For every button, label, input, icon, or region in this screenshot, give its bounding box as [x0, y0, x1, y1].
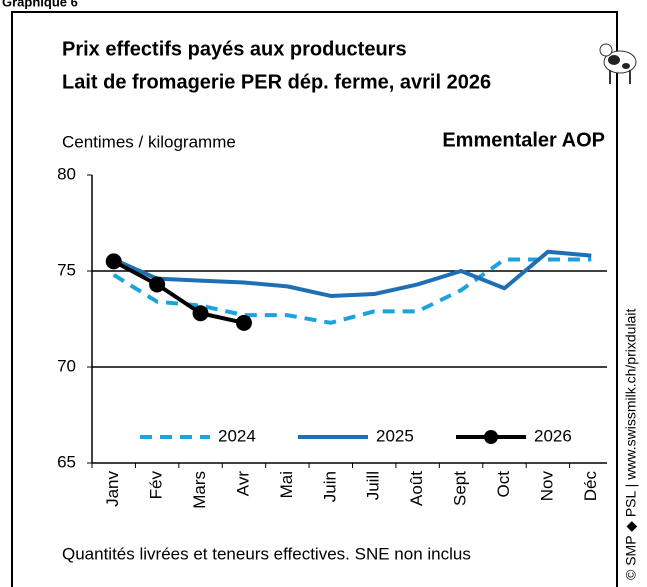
subtitle: Lait de fromagerie PER dép. ferme, avril…	[62, 71, 491, 93]
y-tick-label: 70	[57, 356, 76, 375]
x-tick-label: Déc	[581, 471, 600, 502]
x-tick-label: Juin	[320, 471, 339, 502]
x-tick-label: Oct	[494, 471, 513, 498]
legend-label: 2024	[218, 426, 256, 445]
y-tick-label: 65	[57, 452, 76, 471]
note: Quantités livrées et teneurs effectives.…	[62, 544, 471, 563]
legend-label: 2026	[534, 426, 572, 445]
x-tick-label: Mars	[190, 471, 209, 509]
y-axis-label: Centimes / kilogramme	[62, 132, 236, 151]
x-tick-label: Juill	[364, 471, 383, 500]
cow-icon	[599, 43, 637, 84]
x-tick-label: Sept	[451, 471, 470, 506]
y-tick-label: 75	[57, 260, 76, 279]
point	[149, 276, 166, 293]
title: Prix effectifs payés aux producteurs	[62, 38, 407, 60]
series-line	[112, 259, 245, 325]
x-tick-label: Janv	[103, 471, 122, 507]
x-tick-label: Mai	[277, 471, 296, 498]
y-tick-label: 80	[57, 164, 76, 183]
x-tick-label: Août	[407, 471, 426, 506]
credit: © SMP ◆ PSL | www.swissmilk.ch/prixdulai…	[623, 309, 639, 580]
x-tick-label: Fév	[147, 471, 166, 500]
point	[192, 305, 209, 322]
header: Graphique 6	[2, 0, 78, 9]
legend-label: 2025	[376, 426, 414, 445]
point	[235, 314, 252, 331]
point	[105, 253, 122, 270]
series-line	[112, 249, 592, 298]
frame	[11, 11, 618, 587]
x-tick-label: Avr	[233, 471, 252, 497]
annotation: Emmentaler AOP	[442, 129, 605, 151]
legend-marker	[484, 430, 498, 444]
x-tick-label: Nov	[537, 471, 556, 502]
series-line	[112, 257, 592, 325]
